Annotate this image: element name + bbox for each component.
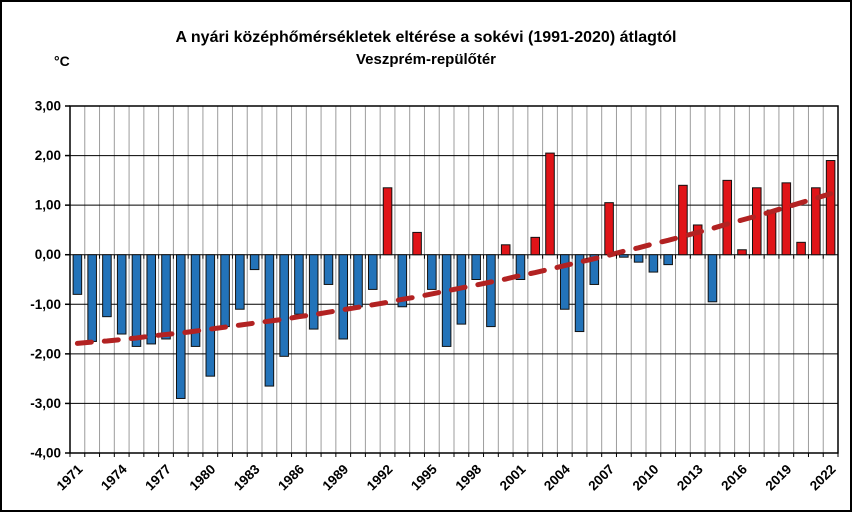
bar-2015 [722, 179, 733, 256]
bar-2019 [781, 182, 792, 256]
x-tick-label: 2016 [718, 461, 750, 493]
bar-1998 [471, 254, 481, 281]
x-tick-label: 1986 [275, 461, 307, 493]
bar-2007 [604, 202, 614, 256]
bar-1996 [441, 254, 452, 347]
chart-title-block: A nyári középhőmérsékletek eltérése a so… [2, 29, 850, 68]
bar-2000 [500, 244, 511, 256]
bar-2012 [678, 184, 688, 256]
bar-1972 [87, 254, 97, 342]
bar-1977 [161, 254, 171, 340]
y-tick-label: 0,00 [35, 247, 61, 262]
bar-1987 [308, 254, 319, 330]
x-tick-label: 1983 [231, 461, 263, 493]
bar-1973 [102, 254, 112, 318]
bar-2008 [619, 254, 629, 258]
bar-2005 [574, 254, 585, 333]
bar-1994 [412, 231, 422, 256]
x-tick-label: 1992 [364, 462, 396, 494]
bar-1992 [382, 187, 393, 256]
x-tick-label: 1971 [54, 461, 86, 493]
x-tick-label: 1998 [452, 461, 484, 493]
bar-1999 [486, 254, 496, 328]
x-tick-label: 2007 [585, 462, 617, 494]
bar-2022 [825, 160, 836, 256]
y-tick-label: 3,00 [35, 99, 61, 114]
bar-1993 [397, 254, 408, 308]
x-tick-label: 1977 [142, 462, 174, 494]
x-tick-label: 2004 [541, 461, 573, 493]
x-tick-label: 2022 [807, 462, 839, 494]
y-tick-label: 1,00 [35, 198, 61, 213]
bar-1976 [146, 254, 157, 345]
bar-1974 [116, 254, 127, 335]
bar-1982 [235, 254, 245, 310]
trend-dashed-line [74, 191, 834, 346]
bar-2011 [663, 254, 673, 266]
bar-2009 [633, 254, 644, 263]
bar-1986 [294, 254, 304, 315]
bar-2003 [545, 152, 555, 256]
x-tick-label: 2001 [497, 461, 529, 493]
bar-2018 [766, 209, 777, 256]
bar-2001 [515, 254, 526, 281]
x-tick-label: 1974 [98, 461, 130, 493]
bar-2006 [589, 254, 600, 285]
y-tick-label: 2,00 [35, 148, 61, 163]
bar-1981 [220, 254, 230, 328]
y-tick-label: -4,00 [30, 446, 61, 461]
bar-1988 [323, 254, 334, 285]
x-tick-label: 1989 [319, 462, 351, 494]
bar-1989 [338, 254, 349, 340]
chart-subtitle: Veszprém-repülőtér [355, 51, 497, 68]
y-tick-label: -1,00 [30, 297, 61, 312]
bar-1990 [353, 254, 363, 308]
bar-1971 [72, 254, 83, 295]
bar-1983 [249, 254, 260, 271]
bar-2017 [751, 187, 762, 256]
x-tick-label: 1995 [408, 461, 440, 493]
bar-2004 [559, 254, 570, 310]
bar-2010 [648, 254, 659, 273]
bar-1985 [279, 254, 289, 357]
y-tick-label: -3,00 [30, 396, 61, 411]
bar-2013 [692, 224, 703, 256]
chart-title: A nyári középhőmérsékletek eltérése a so… [175, 29, 677, 46]
bar-2016 [737, 249, 747, 256]
y-axis-unit-label: °C [54, 53, 70, 69]
bar-1975 [131, 254, 142, 347]
bar-2021 [811, 187, 821, 256]
x-tick-label: 1980 [187, 462, 219, 494]
bar-1995 [427, 254, 437, 290]
x-tick-label: 2010 [630, 462, 662, 494]
bar-2002 [530, 236, 541, 256]
bar-2014 [707, 254, 718, 303]
x-tick-label: 2019 [763, 462, 795, 494]
bar-1978 [175, 254, 186, 399]
bar-1991 [367, 254, 378, 290]
bar-1980 [205, 254, 216, 377]
bar-1979 [190, 254, 201, 347]
x-tick-label: 2013 [674, 461, 706, 493]
y-tick-label: -2,00 [30, 346, 61, 361]
bar-2020 [796, 241, 806, 256]
